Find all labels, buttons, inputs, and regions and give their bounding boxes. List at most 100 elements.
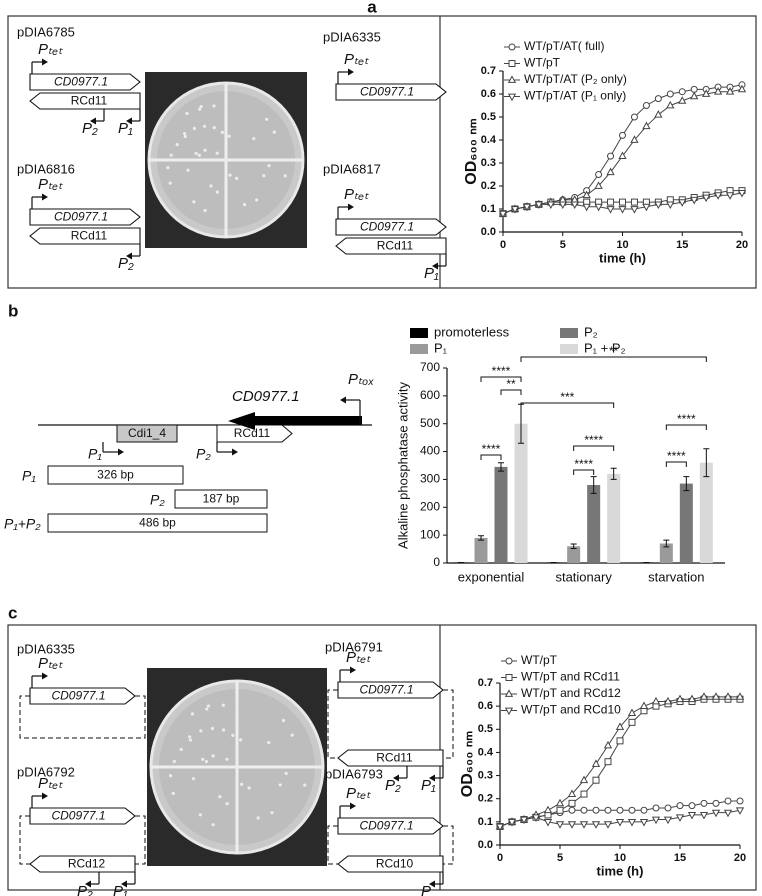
arrow-head bbox=[432, 262, 438, 270]
colony bbox=[202, 124, 207, 128]
marker bbox=[604, 758, 612, 766]
marker bbox=[591, 759, 601, 767]
gene-label: CD0977.1 bbox=[360, 85, 414, 99]
gene-label: CD0977.1 bbox=[360, 220, 414, 234]
colony bbox=[290, 733, 294, 737]
y-axis-label: OD₆₀₀ ₙₘ bbox=[463, 118, 480, 185]
arrow-head bbox=[350, 802, 356, 810]
bar bbox=[474, 537, 488, 563]
marker bbox=[582, 203, 591, 212]
marker bbox=[663, 816, 673, 825]
marker bbox=[690, 85, 698, 93]
promoter-label: Pₜₑₜ bbox=[38, 775, 63, 792]
colony bbox=[225, 757, 229, 761]
marker bbox=[522, 203, 532, 212]
arrow-head bbox=[393, 774, 399, 782]
promoter-label: Pₜₑₜ bbox=[346, 649, 371, 666]
colony bbox=[238, 738, 243, 742]
marker bbox=[543, 805, 553, 814]
colony bbox=[210, 726, 215, 731]
x-tick-label: 0 bbox=[497, 852, 503, 864]
legend-label: WT/pT and RCd11 bbox=[521, 670, 620, 684]
marker bbox=[678, 88, 686, 96]
colony bbox=[267, 164, 271, 168]
marker bbox=[687, 694, 697, 703]
error-bar bbox=[498, 462, 504, 472]
marker bbox=[630, 135, 639, 143]
significance-bracket bbox=[665, 461, 687, 467]
marker bbox=[678, 96, 687, 104]
legend-label: WT/pT and RCd12 bbox=[521, 686, 621, 700]
colony bbox=[228, 173, 232, 177]
colony bbox=[188, 738, 193, 742]
colony bbox=[267, 741, 271, 745]
significance-bracket bbox=[520, 356, 707, 362]
plasmid-name: pDIA6791 bbox=[325, 639, 383, 654]
gene-arrow bbox=[335, 218, 447, 236]
colony bbox=[235, 706, 239, 710]
colony bbox=[206, 704, 211, 708]
y-tick-label: 200 bbox=[420, 499, 440, 513]
gene-arrow bbox=[29, 227, 141, 245]
legend-swatch bbox=[410, 344, 428, 354]
significance-label: ** bbox=[609, 344, 619, 358]
promoter-label: P₂ bbox=[118, 255, 134, 272]
marker bbox=[507, 93, 517, 102]
marker bbox=[735, 692, 745, 700]
marker bbox=[725, 192, 735, 200]
y-tick-label: 0.2 bbox=[478, 793, 493, 805]
plasmid-backbone bbox=[443, 689, 454, 759]
y-tick-label: 0.4 bbox=[478, 746, 494, 758]
colony bbox=[303, 783, 307, 787]
marker bbox=[723, 692, 733, 700]
colony bbox=[169, 153, 173, 157]
marker bbox=[556, 806, 564, 814]
panel-a-frame bbox=[7, 15, 757, 289]
gene-label: CD0977.1 bbox=[359, 819, 413, 833]
marker bbox=[642, 203, 651, 212]
colony bbox=[252, 137, 256, 141]
colony bbox=[283, 174, 287, 178]
gene-label: RCd11 bbox=[376, 751, 413, 765]
promoter-label: P₁ bbox=[421, 777, 436, 794]
fragment-box bbox=[174, 489, 268, 509]
cdi-label: Cdi1_4 bbox=[128, 426, 166, 440]
gene-arrow bbox=[29, 73, 141, 91]
fragment-size: 486 bp bbox=[139, 516, 176, 530]
promoter-label: P₁ bbox=[118, 120, 133, 137]
marker bbox=[498, 210, 508, 219]
colony bbox=[272, 130, 276, 134]
colony bbox=[215, 190, 219, 194]
gene-arrow bbox=[337, 855, 444, 873]
colony bbox=[242, 203, 247, 207]
y-tick-label: 400 bbox=[420, 444, 440, 458]
colony bbox=[194, 151, 198, 155]
error-bar bbox=[610, 467, 617, 480]
legend-label: P₁ bbox=[434, 340, 448, 355]
colony bbox=[247, 786, 251, 790]
plasmid-backbone bbox=[443, 825, 454, 865]
gene-label: CD0977.1 bbox=[232, 388, 300, 405]
arrow-head bbox=[348, 203, 354, 211]
marker bbox=[507, 818, 517, 827]
colony bbox=[192, 126, 196, 130]
arrow-head bbox=[126, 117, 132, 125]
y-tick-label: 300 bbox=[420, 472, 440, 486]
marker bbox=[642, 102, 650, 109]
plasmid-name: pDIA6793 bbox=[325, 766, 383, 781]
colony bbox=[225, 802, 229, 806]
marker bbox=[654, 110, 663, 118]
legend-swatch bbox=[410, 328, 428, 338]
marker bbox=[675, 694, 685, 703]
panel-label: a bbox=[367, 0, 377, 16]
promoter-label: Pₜₒₓ bbox=[348, 371, 374, 388]
significance-label: **** bbox=[492, 364, 511, 378]
marker bbox=[606, 206, 615, 214]
marker bbox=[531, 814, 541, 822]
y-tick-label: 0.1 bbox=[481, 203, 496, 215]
marker bbox=[651, 816, 661, 825]
marker bbox=[607, 198, 615, 206]
gene-label: CD0977.1 bbox=[54, 210, 108, 224]
fragment-box bbox=[47, 513, 268, 533]
gene-arrow bbox=[337, 817, 444, 835]
